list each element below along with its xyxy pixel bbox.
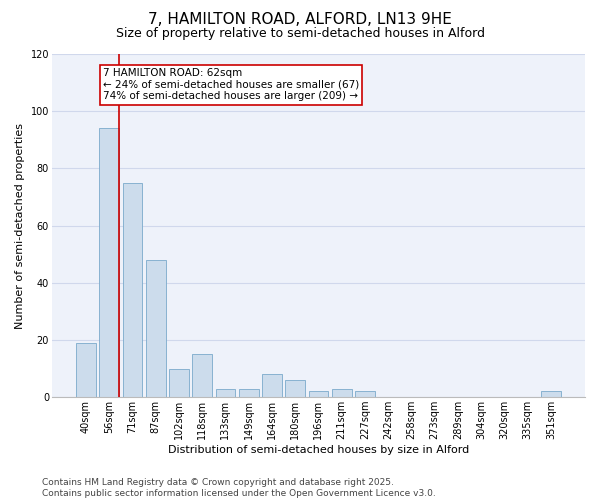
Bar	[193, 354, 212, 397]
Bar	[262, 374, 282, 397]
Text: 7 HAMILTON ROAD: 62sqm
← 24% of semi-detached houses are smaller (67)
74% of sem: 7 HAMILTON ROAD: 62sqm ← 24% of semi-det…	[103, 68, 359, 102]
Bar	[146, 260, 166, 397]
Bar	[239, 388, 259, 397]
Bar	[76, 343, 96, 397]
Bar	[215, 388, 235, 397]
X-axis label: Distribution of semi-detached houses by size in Alford: Distribution of semi-detached houses by …	[168, 445, 469, 455]
Bar	[285, 380, 305, 397]
Bar	[169, 368, 189, 397]
Bar	[332, 388, 352, 397]
Y-axis label: Number of semi-detached properties: Number of semi-detached properties	[15, 122, 25, 328]
Text: Contains HM Land Registry data © Crown copyright and database right 2025.
Contai: Contains HM Land Registry data © Crown c…	[42, 478, 436, 498]
Bar	[355, 392, 375, 397]
Bar	[122, 182, 142, 397]
Bar	[541, 392, 561, 397]
Bar	[100, 128, 119, 397]
Text: Size of property relative to semi-detached houses in Alford: Size of property relative to semi-detach…	[115, 28, 485, 40]
Bar	[308, 392, 328, 397]
Text: 7, HAMILTON ROAD, ALFORD, LN13 9HE: 7, HAMILTON ROAD, ALFORD, LN13 9HE	[148, 12, 452, 28]
